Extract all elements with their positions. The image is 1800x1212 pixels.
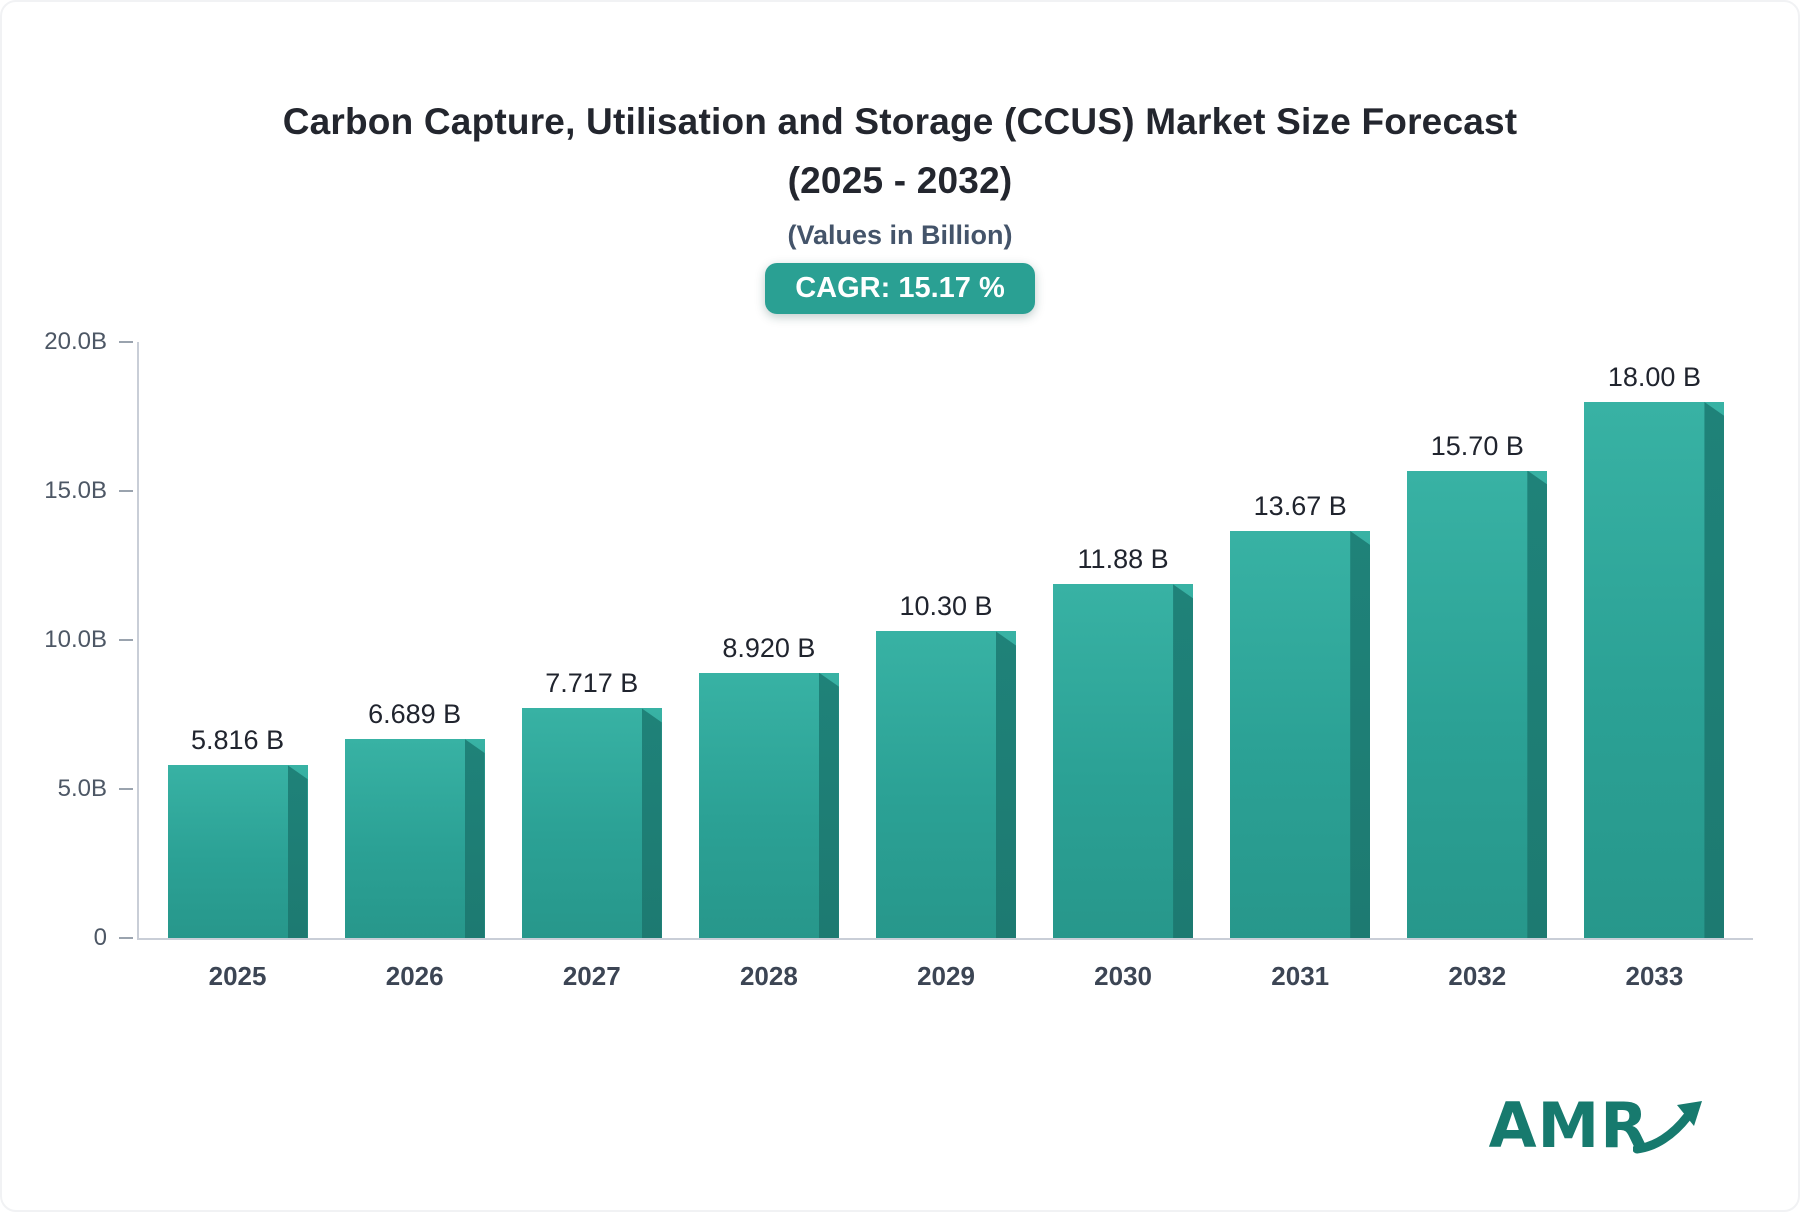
- bar-group: 11.88 B 2030: [1053, 342, 1194, 991]
- y-tick-label: 0: [93, 924, 107, 952]
- y-tick-mark: [119, 639, 133, 642]
- y-tick-mark: [119, 788, 133, 791]
- x-tick-label: 2032: [1448, 961, 1507, 992]
- bar: [1053, 584, 1194, 939]
- bar-side-face: [641, 708, 662, 939]
- bar-side-face: [1173, 584, 1194, 939]
- x-tick-label: 2028: [739, 961, 798, 992]
- bar-chart: 0 5.0B 10.0B 15.0B 20.0B 5.816 B 2025 6.689 B 2…: [32, 328, 1753, 991]
- y-tick-label: 5.0B: [57, 775, 107, 803]
- bar-value-label: 11.88 B: [1077, 544, 1169, 575]
- bar-value-label: 13.67 B: [1253, 491, 1347, 522]
- bar-value-label: 10.30 B: [899, 591, 993, 622]
- y-tick-mark: [119, 341, 133, 344]
- bar-group: 6.689 B 2026: [344, 342, 485, 991]
- x-tick-label: 2029: [917, 961, 975, 992]
- y-tick-mark: [119, 937, 133, 940]
- bar-value-label: 5.816 B: [191, 725, 285, 756]
- bar-side-face: [818, 672, 839, 939]
- bar-side-face: [464, 739, 485, 939]
- bar-side-face: [1527, 470, 1548, 939]
- logo-arrow-icon: [1633, 1100, 1702, 1153]
- bar-value-label: 7.717 B: [545, 668, 639, 699]
- chart-title: Carbon Capture, Utilisation and Storage …: [282, 101, 1518, 202]
- bar-group: 15.70 B 2032: [1407, 342, 1548, 991]
- bar-value-label: 15.70 B: [1430, 430, 1524, 461]
- bar: [167, 765, 308, 939]
- cagr-badge-container: CAGR: 15.17 %: [2, 263, 1798, 315]
- bar: [1230, 531, 1371, 939]
- x-tick-label: 2031: [1271, 961, 1330, 992]
- y-tick-mark: [119, 490, 133, 493]
- y-tick-label: 10.0B: [44, 626, 107, 654]
- bar-group: 10.30 B 2029: [875, 342, 1016, 991]
- bar-side-face: [1704, 401, 1725, 939]
- bar-value-label: 6.689 B: [368, 699, 462, 730]
- bar-value-label: 18.00 B: [1607, 361, 1701, 392]
- bar: [1584, 401, 1725, 939]
- bar: [521, 708, 662, 939]
- chart-subtitle: (Values in Billion): [787, 220, 1013, 251]
- bar: [1407, 470, 1548, 939]
- cagr-badge: CAGR: 15.17 %: [765, 263, 1035, 315]
- bar-group: 13.67 B 2031: [1230, 342, 1371, 991]
- bar-value-label: 8.920 B: [722, 632, 816, 663]
- x-tick-label: 2027: [562, 961, 621, 992]
- y-tick-label: 15.0B: [44, 477, 107, 505]
- x-tick-label: 2030: [1094, 961, 1153, 992]
- bar-group: 18.00 B 2033: [1584, 342, 1725, 991]
- bar-side-face: [287, 765, 308, 939]
- bar-group: 8.920 B 2028: [698, 342, 839, 991]
- x-tick-label: 2026: [385, 961, 444, 992]
- x-tick-label: 2025: [208, 961, 267, 992]
- bar-group: 5.816 B 2025: [167, 342, 308, 991]
- y-axis: 0 5.0B 10.0B 15.0B 20.0B: [32, 328, 137, 951]
- y-tick-label: 20.0B: [44, 328, 107, 356]
- bar-group: 7.717 B 2027: [521, 342, 662, 991]
- logo-text: AMR: [1488, 1089, 1649, 1162]
- bar: [344, 739, 485, 939]
- bar-side-face: [1350, 531, 1371, 939]
- amr-logo: AMR: [1489, 1089, 1703, 1162]
- x-tick-label: 2033: [1625, 961, 1684, 992]
- bar: [698, 672, 839, 939]
- plot-area: 5.816 B 2025 6.689 B 2026 7.717 B 2027 8.920 B…: [137, 342, 1753, 991]
- bar-side-face: [995, 631, 1016, 939]
- bar: [875, 631, 1016, 939]
